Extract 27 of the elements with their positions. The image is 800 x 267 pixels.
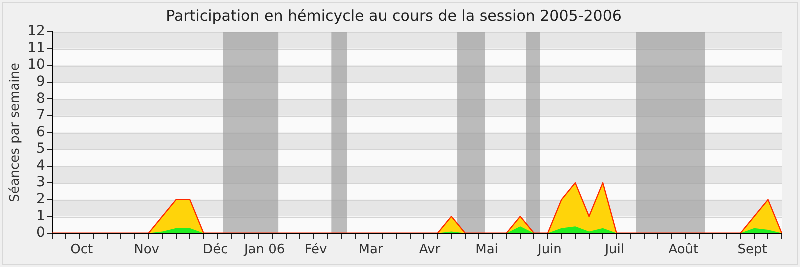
x-tick-label: Fév bbox=[304, 242, 328, 258]
x-tick-label: Déc bbox=[203, 242, 228, 258]
y-tick-label: 11 bbox=[28, 40, 46, 56]
y-tick-label: 3 bbox=[36, 174, 46, 191]
x-tick-label: Oct bbox=[70, 242, 94, 258]
y-tick-label: 7 bbox=[36, 108, 46, 124]
x-tick-label: Mai bbox=[476, 242, 498, 258]
x-tick-label: Nov bbox=[134, 242, 160, 258]
y-tick-label: 8 bbox=[36, 90, 46, 107]
y-tick-label: 4 bbox=[36, 158, 46, 174]
x-tick-label: Août bbox=[668, 242, 699, 258]
y-tick-label: 6 bbox=[36, 124, 46, 140]
y-tick-label: 9 bbox=[36, 74, 46, 90]
y-tick-label: 12 bbox=[28, 24, 46, 40]
y-tick-label: 10 bbox=[28, 57, 46, 74]
y-tick-label: 0 bbox=[36, 225, 46, 242]
y-tick-label: 5 bbox=[36, 141, 46, 158]
chart-title: Participation en hémicycle au cours de la session 2005-2006 bbox=[166, 6, 622, 25]
x-tick-label: Avr bbox=[419, 242, 442, 258]
x-tick-label: Jan 06 bbox=[243, 242, 286, 258]
y-axis-title: Séances par semaine bbox=[8, 62, 24, 202]
x-tick-label: Juin bbox=[536, 242, 562, 258]
y-tick-label: 1 bbox=[36, 208, 46, 224]
x-tick-label: Sept bbox=[738, 242, 768, 258]
x-tick-label: Juil bbox=[604, 242, 624, 258]
y-tick-label: 2 bbox=[36, 191, 46, 208]
x-tick-label: Mar bbox=[358, 242, 384, 258]
